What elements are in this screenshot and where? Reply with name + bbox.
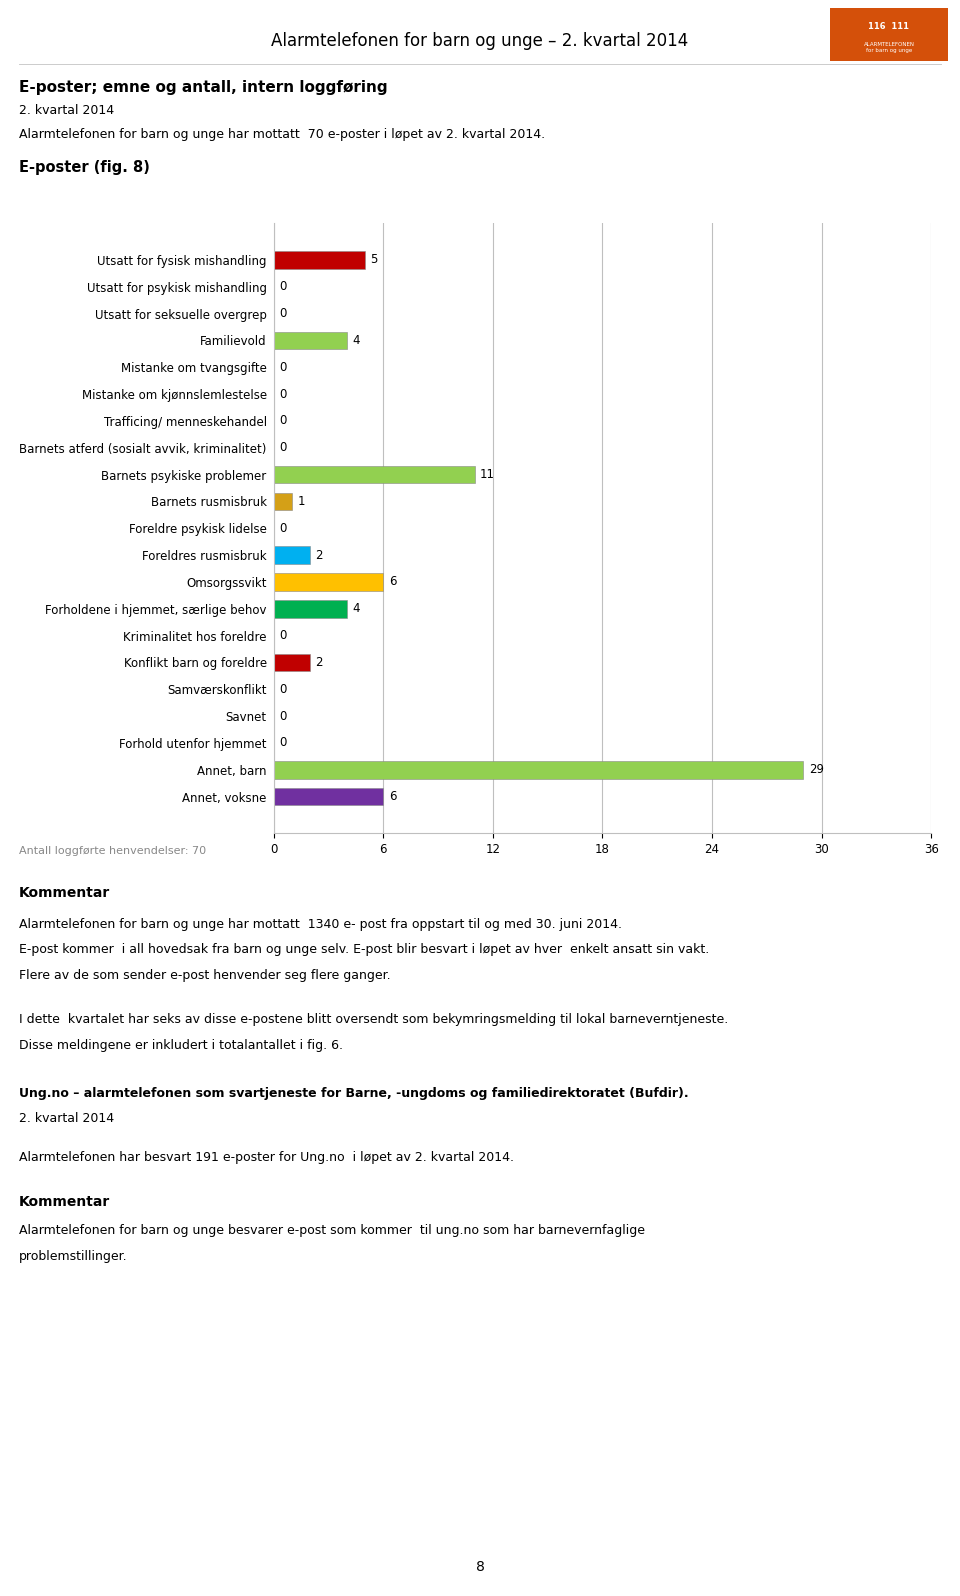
Text: 4: 4 xyxy=(352,334,360,346)
Text: 11: 11 xyxy=(480,468,495,480)
Text: 6: 6 xyxy=(389,576,396,589)
Text: 5: 5 xyxy=(371,254,378,267)
Text: 0: 0 xyxy=(279,306,286,321)
Text: 29: 29 xyxy=(809,763,824,776)
Text: 0: 0 xyxy=(279,629,286,642)
Text: 0: 0 xyxy=(279,683,286,696)
Text: Alarmtelefonen for barn og unge har mottatt  1340 e- post fra oppstart til og me: Alarmtelefonen for barn og unge har mott… xyxy=(19,918,622,930)
Bar xyxy=(274,493,292,511)
Bar xyxy=(274,332,347,350)
Text: Kommentar: Kommentar xyxy=(19,1195,110,1210)
Text: I dette  kvartalet har seks av disse e-postene blitt oversendt som bekymringsmel: I dette kvartalet har seks av disse e-po… xyxy=(19,1013,729,1026)
Bar xyxy=(274,761,804,779)
Bar xyxy=(274,573,383,591)
Text: Alarmtelefonen for barn og unge – 2. kvartal 2014: Alarmtelefonen for barn og unge – 2. kva… xyxy=(272,32,688,51)
Text: 0: 0 xyxy=(279,388,286,401)
Text: 0: 0 xyxy=(279,710,286,723)
Bar xyxy=(274,546,310,563)
Text: 0: 0 xyxy=(279,736,286,750)
Bar xyxy=(274,251,365,268)
Text: 8: 8 xyxy=(475,1561,485,1574)
Text: Kommentar: Kommentar xyxy=(19,886,110,900)
Text: 0: 0 xyxy=(279,522,286,535)
Text: 2: 2 xyxy=(316,549,324,562)
Text: Flere av de som sender e-post henvender seg flere ganger.: Flere av de som sender e-post henvender … xyxy=(19,969,391,982)
Text: 0: 0 xyxy=(279,281,286,294)
Bar xyxy=(274,600,347,618)
Text: Alarmtelefonen har besvart 191 e-poster for Ung.no  i løpet av 2. kvartal 2014.: Alarmtelefonen har besvart 191 e-poster … xyxy=(19,1151,515,1163)
Text: Antall loggførte henvendelser: 70: Antall loggførte henvendelser: 70 xyxy=(19,846,206,855)
Bar xyxy=(274,788,383,806)
Text: E-poster; emne og antall, intern loggføring: E-poster; emne og antall, intern loggfør… xyxy=(19,80,388,94)
Text: 0: 0 xyxy=(279,415,286,428)
Text: Disse meldingene er inkludert i totalantallet i fig. 6.: Disse meldingene er inkludert i totalant… xyxy=(19,1039,344,1052)
Text: Alarmtelefonen for barn og unge besvarer e-post som kommer  til ung.no som har b: Alarmtelefonen for barn og unge besvarer… xyxy=(19,1224,645,1237)
Text: E-post kommer  i all hovedsak fra barn og unge selv. E-post blir besvart i løpet: E-post kommer i all hovedsak fra barn og… xyxy=(19,943,709,956)
Bar xyxy=(274,654,310,672)
Text: Ung.no – alarmtelefonen som svartjeneste for Barne, -ungdoms og familiedirektora: Ung.no – alarmtelefonen som svartjeneste… xyxy=(19,1087,689,1100)
Text: problemstillinger.: problemstillinger. xyxy=(19,1250,128,1262)
Text: 4: 4 xyxy=(352,602,360,616)
Text: 116  111: 116 111 xyxy=(869,22,909,30)
Text: 2. kvartal 2014: 2. kvartal 2014 xyxy=(19,1112,114,1125)
Text: 2. kvartal 2014: 2. kvartal 2014 xyxy=(19,104,114,117)
Text: Alarmtelefonen for barn og unge har mottatt  70 e-poster i løpet av 2. kvartal 2: Alarmtelefonen for barn og unge har mott… xyxy=(19,128,545,140)
Text: E-poster (fig. 8): E-poster (fig. 8) xyxy=(19,160,150,174)
Text: ALARMTELEFONEN
for barn og unge: ALARMTELEFONEN for barn og unge xyxy=(863,41,915,53)
Text: 2: 2 xyxy=(316,656,324,669)
Text: 6: 6 xyxy=(389,790,396,803)
Text: 0: 0 xyxy=(279,440,286,455)
Text: 1: 1 xyxy=(298,495,305,508)
Bar xyxy=(274,466,474,484)
Text: 0: 0 xyxy=(279,361,286,373)
